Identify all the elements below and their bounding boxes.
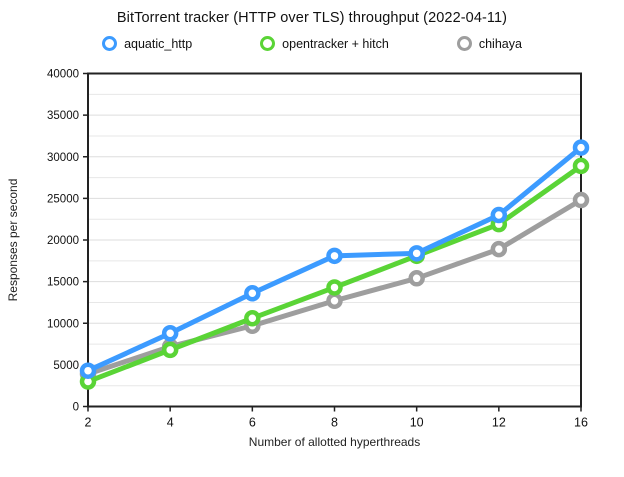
x-axis-title: Number of allotted hyperthreads xyxy=(249,435,420,449)
y-tick-label: 5000 xyxy=(53,360,79,372)
legend-label: chihaya xyxy=(478,36,522,51)
legend-label: aquatic_http xyxy=(124,36,193,51)
y-tick-label: 0 xyxy=(73,402,79,414)
data-point-aquatic-http xyxy=(490,206,508,224)
y-tick-label: 40000 xyxy=(47,69,79,81)
data-point-chihaya xyxy=(408,270,425,287)
y-tick-label: 30000 xyxy=(47,152,79,164)
data-point-opentracker-hitch xyxy=(161,341,179,359)
y-tick-label: 15000 xyxy=(47,277,79,289)
y-tick-label: 10000 xyxy=(47,318,79,330)
data-point-chihaya xyxy=(572,191,590,209)
x-tick-label: 4 xyxy=(167,416,174,430)
y-tick-label: 25000 xyxy=(47,193,79,205)
chart-title: BitTorrent tracker (HTTP over TLS) throu… xyxy=(116,10,508,26)
x-tick-label: 8 xyxy=(331,416,338,430)
x-tick-label: 12 xyxy=(492,416,506,430)
data-point-opentracker-hitch xyxy=(244,310,261,327)
y-tick-label: 35000 xyxy=(47,110,79,122)
legend-label: opentracker + hitch xyxy=(282,36,389,51)
data-point-aquatic-http xyxy=(79,362,97,379)
legend-marker-icon xyxy=(102,36,118,51)
chart-legend: aquatic_http opentracker + hitch chihaya xyxy=(0,36,624,51)
data-point-opentracker-hitch xyxy=(572,157,590,175)
data-point-aquatic-http xyxy=(408,245,425,262)
data-point-aquatic-http xyxy=(572,139,590,156)
x-tick-label: 16 xyxy=(574,416,588,430)
legend-item-opentracker-hitch: opentracker + hitch xyxy=(260,36,389,51)
legend-marker-icon xyxy=(456,36,472,51)
data-point-aquatic-http xyxy=(326,247,343,265)
y-tick-label: 20000 xyxy=(47,235,79,247)
legend-item-chihaya: chihaya xyxy=(456,36,522,51)
legend-item-aquatic-http: aquatic_http xyxy=(102,36,192,51)
data-point-chihaya xyxy=(326,292,343,310)
data-point-aquatic-http xyxy=(244,285,261,302)
data-point-aquatic-http xyxy=(161,324,179,342)
data-point-opentracker-hitch xyxy=(326,279,343,296)
x-tick-label: 10 xyxy=(410,416,424,430)
y-axis-title: Responses per second xyxy=(6,179,20,302)
legend-marker-icon xyxy=(260,36,276,51)
data-point-chihaya xyxy=(490,240,508,258)
x-tick-label: 6 xyxy=(249,416,256,430)
x-tick-label: 2 xyxy=(85,416,92,430)
